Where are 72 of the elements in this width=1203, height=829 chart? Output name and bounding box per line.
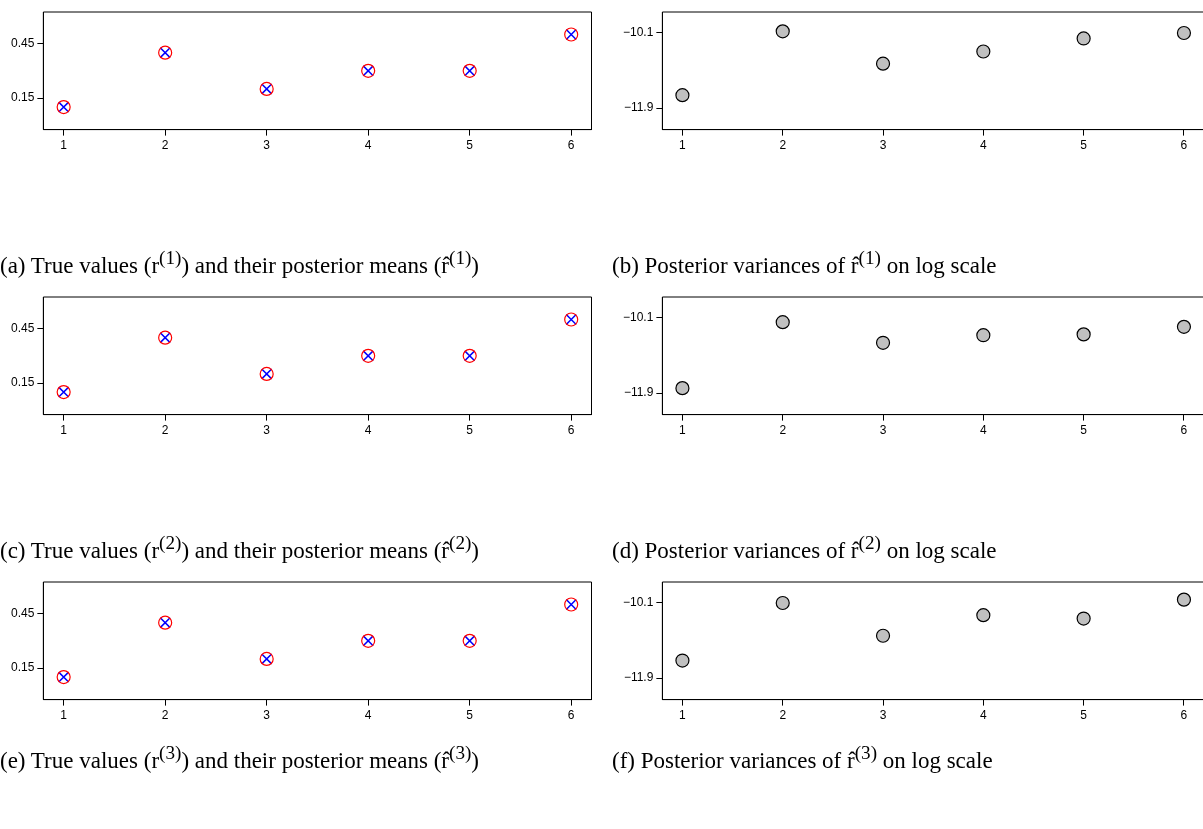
x-tick-label: 5 [1080,423,1088,438]
point [976,44,991,59]
x-tick-label: 3 [263,423,271,438]
y-tick-label: 0.45 [11,605,35,620]
x-tick-label: 4 [979,708,987,723]
x-tick-label: 3 [879,708,887,723]
y-tick-label: −11.9 [623,385,654,400]
x-tick-label: 1 [60,138,68,153]
x-tick-label: 6 [567,708,575,723]
point [875,335,891,350]
x-tick-label: 6 [567,423,575,438]
x-tick-label: 4 [364,423,372,438]
y-tick-label: 0.15 [11,375,35,390]
y-tick-label: −11.9 [623,100,654,115]
point [775,595,790,611]
x-tick-label: 1 [60,423,68,438]
x-tick-label: 4 [364,708,372,723]
point [675,653,690,668]
x-tick-label: 5 [1080,138,1088,153]
y-tick-label: −10.1 [622,309,654,324]
point [1176,592,1192,607]
x-tick-label: 2 [161,423,169,438]
point [1176,25,1192,41]
x-tick-label: 2 [779,423,787,438]
x-tick-label: 3 [263,138,271,153]
x-tick-label: 5 [466,138,474,153]
y-tick-label: 0.45 [11,320,35,335]
y-tick-label: −10.1 [622,24,654,39]
point [675,88,690,103]
x-tick-label: 2 [779,708,787,723]
y-tick-label: −11.9 [623,670,654,685]
x-tick-label: 1 [679,423,687,438]
point [976,608,991,623]
x-tick-label: 4 [364,138,372,153]
x-tick-label: 1 [679,138,687,153]
x-tick-label: 5 [466,423,474,438]
x-tick-label: 3 [263,708,271,723]
text: (e) True values (r$^{(3)}$) and their posterior means (r̂$^{(3)}$) [0,741,480,774]
x-tick-label: 1 [60,708,68,723]
point [1076,611,1091,626]
x-tick-label: 6 [1180,138,1188,153]
point [1076,31,1091,46]
text: (c) True values (r$^{(2)}$) and their posterior means (r̂$^{(2)}$) [0,531,480,564]
x-tick-label: 6 [1180,708,1188,723]
y-tick-label: −10.1 [622,594,654,609]
text: (a) True values (r$^{(1)}$) and their posterior means (r̂$^{(1)}$) [0,246,480,279]
x-tick-label: 2 [779,138,787,153]
point [875,56,891,71]
x-tick-label: 4 [979,138,987,153]
text: (b) Posterior variances of r̂$^{(1)}$ on log scale [612,246,998,279]
x-tick-label: 4 [979,423,987,438]
point [775,24,790,39]
x-tick-label: 5 [1080,708,1088,723]
x-tick-label: 1 [679,708,687,723]
text: (f) Posterior variances of r̂$^{(3)}$ on log scale [612,741,994,774]
y-tick-label: 0.15 [11,90,35,105]
text: (d) Posterior variances of r̂$^{(2)}$ on log scale [612,531,998,564]
point [775,315,790,330]
x-tick-label: 5 [466,708,474,723]
point [875,628,891,643]
x-tick-label: 2 [161,138,169,153]
point [675,381,690,396]
x-tick-label: 6 [1180,423,1188,438]
y-tick-label: 0.15 [11,660,35,675]
point [976,328,991,343]
x-tick-label: 3 [879,423,887,438]
x-tick-label: 3 [879,138,887,153]
y-tick-label: 0.45 [11,35,35,50]
point [1176,319,1192,334]
point [1076,327,1091,342]
x-tick-label: 6 [567,138,575,153]
x-tick-label: 2 [161,708,169,723]
